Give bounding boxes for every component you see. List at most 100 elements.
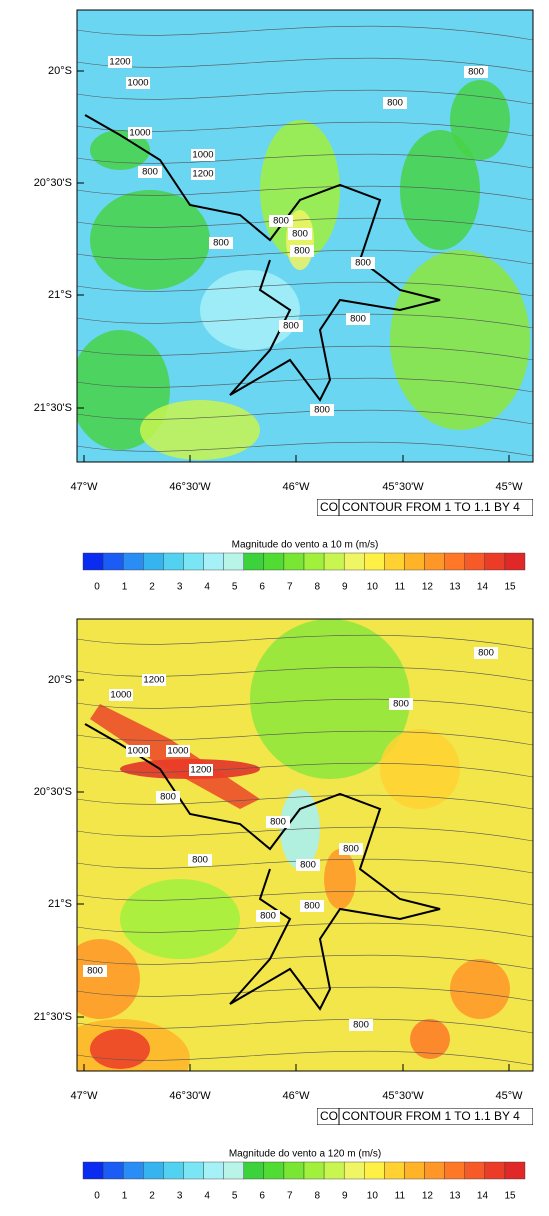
wind-patch — [120, 879, 240, 959]
streamline — [77, 121, 533, 137]
colorbar-swatch — [163, 552, 184, 571]
wind-patch — [324, 849, 356, 909]
contour-label-box — [191, 168, 215, 180]
lon-label: 45°W — [495, 1090, 523, 1102]
lon-label: 45°30'W — [382, 1090, 424, 1102]
colorbar-title: Magnitude do vento a 10 m (m/s) — [232, 540, 379, 551]
contour-label: 1200 — [190, 765, 211, 776]
contour-label: 800 — [393, 699, 409, 710]
colorbar-swatch — [102, 552, 124, 571]
contour-label: 800 — [304, 901, 320, 912]
colorbar-swatch — [203, 552, 224, 571]
lat-label: 20°S — [48, 674, 72, 686]
lat-label: 20°30'S — [34, 177, 72, 189]
colorbar-swatch — [82, 552, 104, 571]
colorbar-tick-label: 11 — [395, 582, 406, 593]
colorbar-swatch — [122, 552, 144, 571]
colorbar-tick-label: 13 — [449, 1191, 461, 1202]
contour-label: 1200 — [192, 169, 213, 180]
colorbar-swatch — [384, 552, 405, 571]
contour-label: 800 — [387, 98, 403, 109]
streamline — [77, 922, 533, 938]
colorbar-swatch — [323, 552, 345, 571]
streamline — [77, 345, 533, 361]
colorbar-swatch — [263, 552, 285, 571]
contour-label-box — [126, 745, 150, 757]
colorbar-tick-label: 13 — [449, 582, 461, 593]
colorbar-swatch — [484, 552, 506, 571]
lon-label: 45°W — [495, 481, 523, 493]
contour-label-box — [109, 689, 133, 701]
contour-label: 1000 — [127, 78, 148, 89]
colorbar-tick-label: 15 — [504, 1191, 516, 1202]
info-text: CONTOUR FROM 1 TO 1.1 BY 4 — [342, 500, 520, 514]
contour-label: 800 — [260, 911, 276, 922]
wind-patch — [90, 130, 150, 170]
contour-label: 800 — [300, 860, 316, 871]
info-box: CO CONTOUR FROM 1 TO 1.1 BY 4 — [317, 1108, 533, 1125]
lon-label: 46°30'W — [169, 481, 211, 493]
contour-label-box — [126, 77, 150, 89]
lon-label: 47°W — [70, 1090, 98, 1102]
colorbar-tick-label: 3 — [177, 582, 183, 593]
contour-label: 1000 — [127, 746, 148, 757]
colorbar-swatch — [364, 1161, 385, 1180]
contour-label: 800 — [292, 229, 308, 240]
contour-label-box — [256, 910, 280, 922]
contour-label: 800 — [87, 966, 103, 977]
wind-patch — [450, 959, 510, 1019]
colorbar-swatch — [384, 1161, 405, 1180]
colorbar-swatch — [183, 1161, 204, 1180]
colorbar-tick-label: 1 — [122, 1191, 128, 1202]
colorbar-swatch — [303, 1161, 325, 1180]
contour-label: 1000 — [129, 128, 150, 139]
colorbar-swatch — [464, 1161, 486, 1180]
streamline — [77, 890, 533, 906]
contour-label: 800 — [353, 1020, 369, 1031]
colorbar-swatch — [464, 552, 486, 571]
colorbar-swatch — [444, 1161, 465, 1180]
contour-label-box — [128, 127, 152, 139]
contour-label-box — [279, 320, 303, 332]
colorbar-tick-label: 12 — [422, 1191, 434, 1202]
info-text: CONTOUR FROM 1 TO 1.1 BY 4 — [342, 1109, 520, 1123]
lat-label: 21°30'S — [34, 1011, 72, 1023]
colorbar-swatch — [223, 552, 244, 571]
colorbar-swatch — [484, 1161, 506, 1180]
colorbar-swatch — [122, 1161, 144, 1180]
colorbar-tick-label: 4 — [204, 1191, 210, 1202]
streamline — [77, 89, 533, 105]
colorbar-swatch — [183, 552, 204, 571]
streamline — [77, 762, 533, 778]
info-left: CO — [320, 1109, 338, 1123]
contour-label-box — [339, 843, 363, 855]
colorbar-swatch — [504, 1161, 526, 1180]
streamline — [77, 730, 533, 746]
lon-label: 46°W — [282, 481, 310, 493]
wind-patch — [77, 939, 140, 1019]
colorbar-tick-label: 0 — [94, 1191, 100, 1202]
info-left: CO — [320, 500, 338, 514]
colorbar-swatch — [504, 552, 526, 571]
contour-label: 800 — [355, 258, 371, 269]
colorbar-tick-label: 10 — [367, 582, 379, 593]
streamline — [77, 826, 533, 842]
lat-label: 20°S — [48, 65, 72, 77]
colorbar-tick-label: 10 — [367, 1191, 379, 1202]
colorbar-swatch — [343, 552, 365, 571]
colorbar-tick-label: 8 — [314, 1191, 320, 1202]
info-inner — [338, 499, 533, 516]
colorbar-tick-label: 6 — [259, 1191, 265, 1202]
contour-label: 800 — [270, 817, 286, 828]
colorbar-tick-label: 3 — [177, 1191, 183, 1202]
streamline — [77, 441, 533, 457]
wind-patch — [140, 400, 260, 460]
streamline — [77, 25, 533, 41]
contour-label-box — [156, 791, 180, 803]
contour-label-box — [191, 149, 215, 161]
streamline — [77, 185, 533, 201]
contour-label: 800 — [160, 792, 176, 803]
contour-label: 800 — [142, 167, 158, 178]
lat-label: 21°S — [48, 898, 72, 910]
colorbar-tick-label: 14 — [477, 1191, 489, 1202]
